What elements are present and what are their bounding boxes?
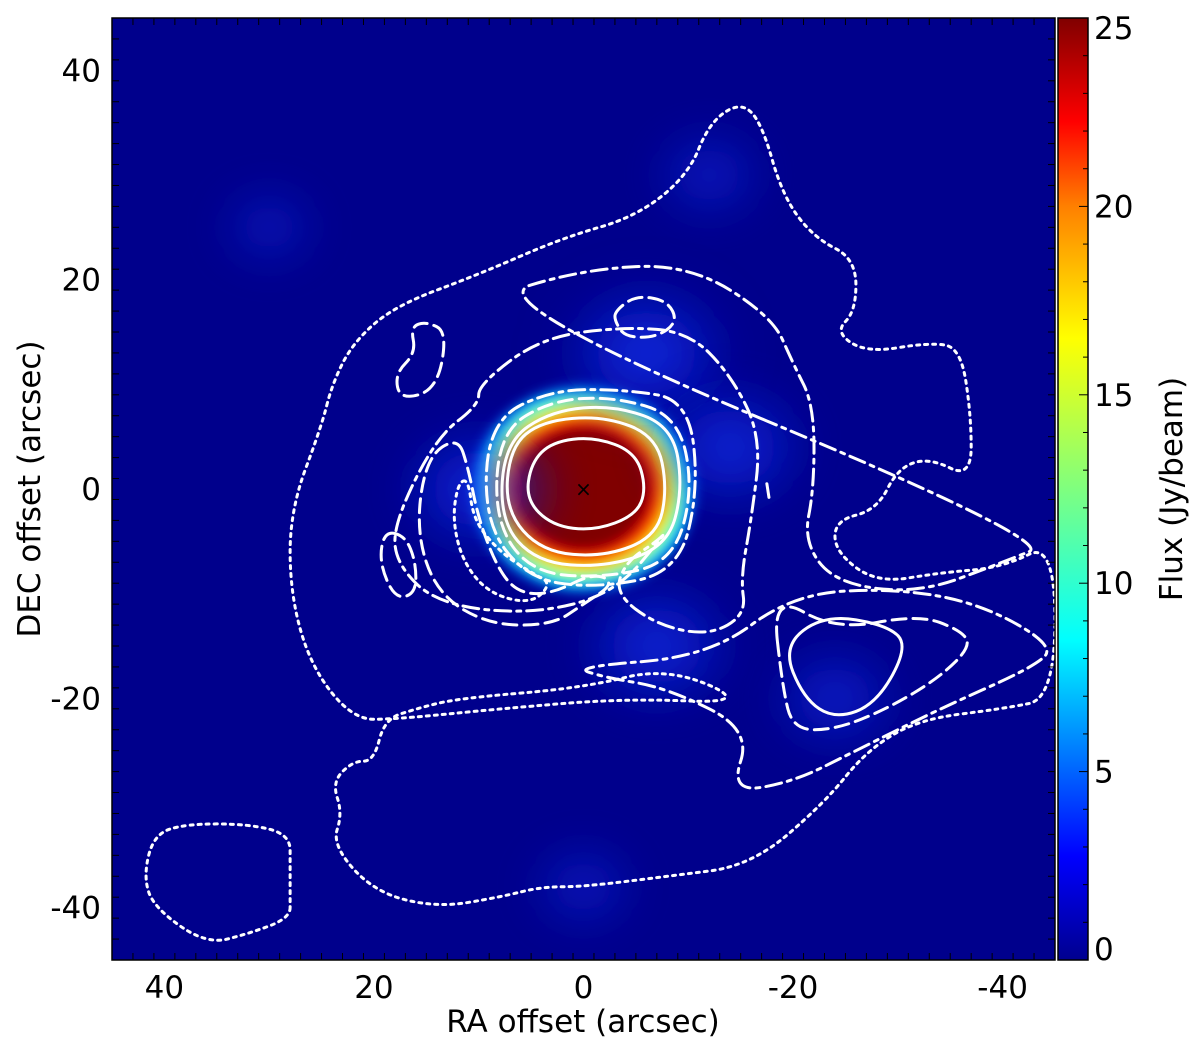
x-axis-label: RA offset (arcsec) (446, 1004, 719, 1040)
contour-ring-dashdot (393, 327, 760, 634)
contour-southwest-dashdot (584, 588, 1049, 790)
y-tick-label: 0 (81, 472, 101, 508)
y-tick-label: 20 (62, 263, 101, 299)
colorbar-tick-label: 10 (1094, 566, 1133, 602)
contour-core-inner (526, 437, 646, 531)
colorbar-label: Flux (Jy/beam) (1154, 377, 1190, 601)
colorbar-tick-label: 0 (1094, 932, 1114, 968)
x-tick-label: 20 (354, 970, 393, 1006)
emission-arm-southwest (566, 573, 747, 719)
contour-ring-dashed-outer (521, 264, 1033, 592)
y-axis-label: DEC offset (arcsec) (12, 340, 48, 637)
center-cross-marker: × (575, 477, 592, 501)
colorbar: 0 5 10 15 20 25 Flux (Jy/beam) (1057, 11, 1190, 968)
x-tick-label: 0 (574, 970, 594, 1006)
colorbar-gradient (1057, 17, 1089, 961)
contour-blob-northeast (395, 321, 446, 398)
colorbar-tick-label: 5 (1094, 755, 1114, 791)
y-tick-label: -40 (50, 891, 101, 927)
contour-layer (144, 105, 1055, 942)
contour-core-mid (505, 416, 667, 557)
y-axis-ticks: 40 20 0 -20 -40 (50, 17, 1055, 961)
contour-southwest-solid (788, 617, 904, 717)
contour-ring-dashed-east (417, 441, 611, 627)
x-tick-label: -40 (977, 970, 1028, 1006)
x-tick-label: -20 (768, 970, 819, 1006)
contour-blob-north (613, 295, 676, 339)
colorbar-tick-label: 25 (1094, 11, 1133, 47)
emission-clump-southwest (761, 639, 909, 758)
plot-area: × 40 20 0 -20 -40 40 20 0 -20 -40 (50, 17, 1056, 1006)
colorbar-tick-label: 15 (1094, 378, 1133, 414)
emission-clump-north (644, 123, 775, 227)
emission-clump-northeast (212, 182, 326, 273)
emission-ring-west (640, 375, 821, 520)
colorbar-ticks: 0 5 10 15 20 25 (1079, 11, 1133, 968)
contour-blob-tiny (765, 482, 771, 499)
plot-frame (111, 17, 1056, 961)
contour-southwest-dashed (775, 605, 969, 732)
emission-ring-east (388, 416, 569, 562)
x-axis-ticks: 40 20 0 -20 -40 (111, 18, 1056, 1006)
contour-ring-dotted-inner (452, 479, 549, 603)
contour-blob-east (379, 531, 418, 599)
contour-outer-dotted (288, 105, 1055, 907)
contour-core-outer (500, 405, 682, 567)
contour-southeast-dotted (144, 822, 292, 942)
y-tick-label: -20 (50, 681, 101, 717)
x-tick-label: 40 (145, 970, 184, 1006)
contour-core-dashed (495, 396, 691, 578)
colorbar-tick-label: 20 (1094, 189, 1133, 225)
y-tick-label: 40 (62, 53, 101, 89)
